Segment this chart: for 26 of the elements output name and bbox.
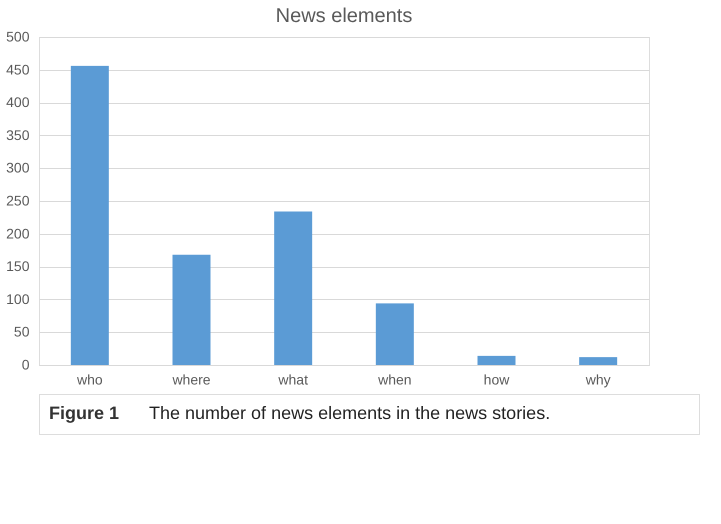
x-tick-label: why	[584, 372, 611, 388]
bar	[274, 211, 312, 365]
bar	[579, 357, 618, 365]
x-tick-label: who	[76, 372, 103, 388]
bar	[172, 254, 210, 365]
y-tick-label: 50	[14, 324, 30, 340]
y-tick-label: 150	[6, 258, 30, 274]
bar	[376, 303, 414, 365]
y-tick-label: 300	[6, 160, 30, 176]
bar	[70, 66, 109, 365]
y-tick-label: 500	[6, 28, 30, 44]
text: The number of news elements in the news stories.	[149, 403, 550, 423]
chart-title: News elements	[276, 5, 412, 27]
x-tick-label: where	[171, 372, 211, 388]
x-tick-label: what	[277, 372, 308, 388]
y-tick-label: 0	[22, 356, 30, 372]
bar	[478, 356, 516, 365]
caption: Figure 1	[49, 403, 120, 423]
y-tick-label: 100	[6, 290, 30, 307]
x-tick-label: how	[484, 372, 510, 388]
y-tick-label: 200	[6, 225, 30, 242]
x-tick-label: when	[377, 372, 412, 388]
y-tick-label: 450	[6, 61, 30, 78]
y-tick-label: 400	[6, 94, 30, 110]
y-tick-label: 250	[6, 192, 30, 208]
y-tick-label: 350	[6, 126, 30, 143]
